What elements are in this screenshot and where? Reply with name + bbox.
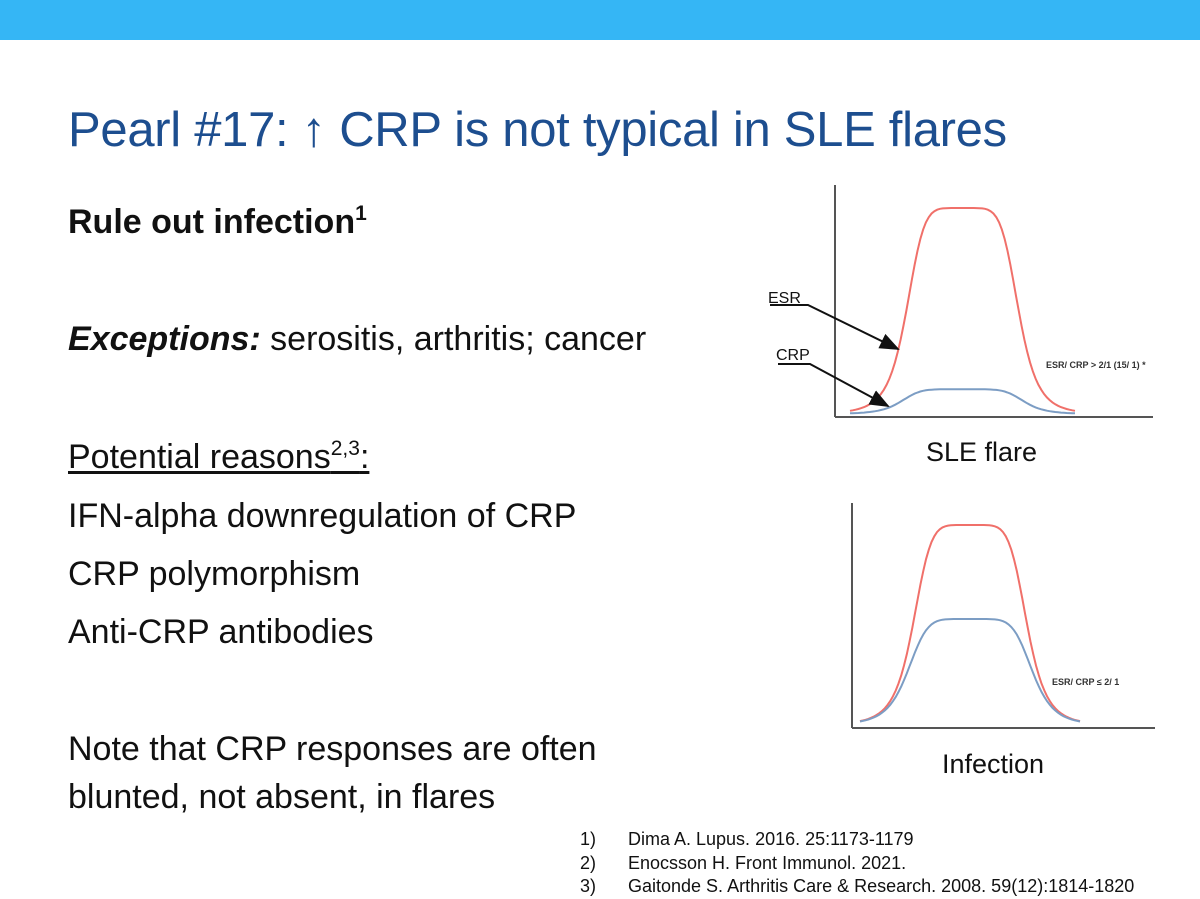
rule-out-text: Rule out infection (68, 203, 356, 241)
esr-curve (849, 207, 1076, 412)
sle-flare-caption: SLE flare (926, 437, 1038, 467)
sle-ratio-annotation: ESR/ CRP > 2/1 (15/ 1) * (1046, 360, 1146, 370)
esr-label: ESR (768, 290, 801, 307)
label-arrows (770, 304, 900, 407)
infection-caption: Infection (942, 749, 1045, 779)
esr-curve (859, 524, 1081, 723)
reason-item: Anti-CRP antibodies (68, 613, 374, 651)
reference-item: 2) Enocsson H. Front Immunol. 2021. (580, 852, 907, 873)
exceptions-text: serositis, arthritis; cancer (260, 320, 647, 358)
exceptions-label: Exceptions: (68, 320, 261, 358)
rule-out-line: Rule out infection1 (68, 203, 367, 242)
infection-chart (830, 498, 1160, 738)
note-line-2: blunted, not absent, in flares (68, 778, 496, 816)
reasons-heading-line: Potential reasons2,3: (68, 438, 369, 477)
infection-chart-svg (851, 503, 1155, 729)
rule-out-sup: 1 (355, 202, 367, 225)
note-line-1: Note that CRP responses are often (68, 730, 597, 768)
esr-arrow (770, 304, 900, 350)
crp-curve (849, 388, 1076, 415)
slide-title: Pearl #17: ↑ CRP is not typical in SLE f… (68, 103, 1007, 157)
infection-ratio-annotation: ESR/ CRP ≤ 2/ 1 (1052, 677, 1120, 687)
reasons-sup: 2,3 (330, 437, 360, 460)
header-accent-bar (0, 0, 1200, 40)
references-list: 1) Dima A. Lupus. 2016. 25:1173-1179 2) En… (580, 828, 1134, 899)
reason-item: IFN-alpha downregulation of CRP (68, 497, 577, 535)
crp-curve (859, 618, 1081, 723)
reasons-heading: Potential reasons2,3: (68, 437, 370, 476)
reference-item: 1) Dima A. Lupus. 2016. 25:1173-1179 (580, 829, 914, 849)
crp-label: CRP (776, 347, 810, 364)
exceptions-line: Exceptions: serositis, arthritis; cancer (68, 320, 646, 359)
reason-item: CRP polymorphism (68, 555, 361, 593)
reference-item: 3) Gaitonde S. Arthritis Care & Research.… (580, 876, 1135, 896)
crp-arrow (778, 363, 890, 407)
